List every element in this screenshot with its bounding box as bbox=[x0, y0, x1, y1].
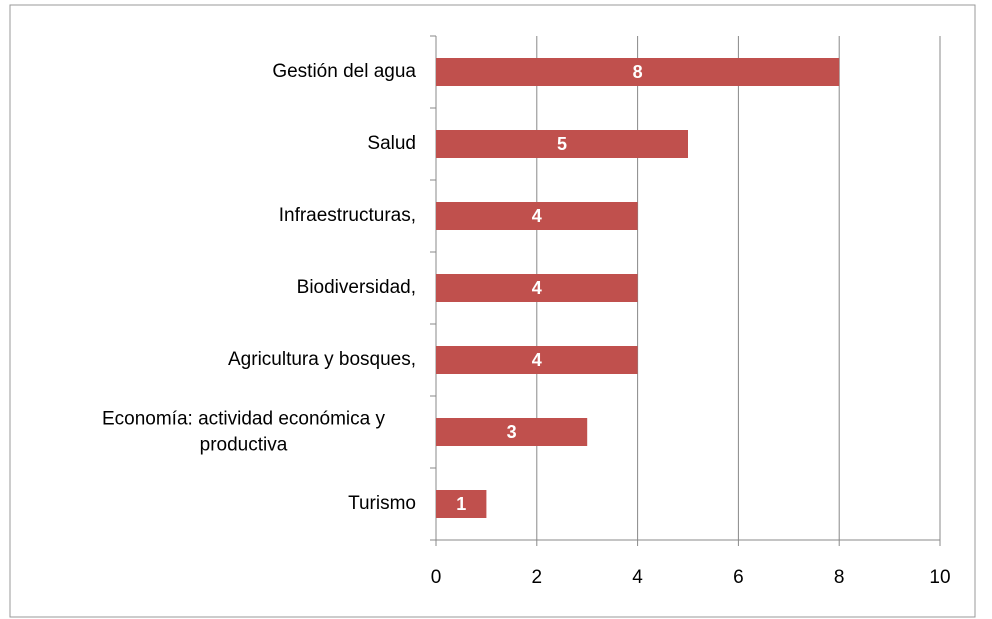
y-tick-label-box: Gestión del agua bbox=[272, 59, 416, 85]
y-tick-label: Infraestructuras, bbox=[278, 205, 416, 227]
x-tick-label: 8 bbox=[834, 567, 845, 588]
y-tick-label: Salud bbox=[367, 133, 416, 155]
data-label: 4 bbox=[532, 278, 542, 298]
y-tick-label-box: Biodiversidad, bbox=[297, 275, 416, 301]
x-tick-label: 10 bbox=[929, 567, 950, 588]
bar bbox=[436, 418, 588, 446]
y-tick-label-box: Economía: actividad económica y producti… bbox=[71, 406, 416, 457]
y-tick-label: Biodiversidad, bbox=[296, 277, 416, 299]
data-label: 4 bbox=[532, 206, 542, 226]
bar bbox=[436, 130, 688, 158]
bar bbox=[436, 346, 638, 374]
y-tick-label-box: Infraestructuras, bbox=[279, 203, 416, 229]
x-tick-label: 0 bbox=[431, 567, 442, 588]
y-tick-label-box: Turismo bbox=[348, 491, 416, 517]
bar bbox=[436, 202, 638, 230]
data-label: 3 bbox=[507, 422, 517, 442]
y-tick-label: Gestión del agua bbox=[272, 61, 416, 83]
y-tick-label: Economía: actividad económica y producti… bbox=[101, 408, 386, 455]
data-label: 1 bbox=[456, 494, 466, 514]
x-tick-label: 6 bbox=[733, 567, 744, 588]
y-tick-label-box: Salud bbox=[367, 131, 416, 157]
bar bbox=[436, 490, 487, 518]
x-tick-label: 4 bbox=[632, 567, 643, 588]
bar bbox=[436, 274, 638, 302]
data-label: 5 bbox=[557, 134, 567, 154]
bar bbox=[436, 58, 840, 86]
x-tick-label: 2 bbox=[532, 567, 543, 588]
chart-border bbox=[9, 4, 976, 618]
y-tick-label-box: Agricultura y bosques, bbox=[228, 347, 416, 373]
y-tick-label: Turismo bbox=[348, 493, 416, 515]
y-tick-label: Agricultura y bosques, bbox=[228, 349, 416, 371]
data-label: 4 bbox=[532, 350, 542, 370]
data-label: 8 bbox=[633, 62, 643, 82]
